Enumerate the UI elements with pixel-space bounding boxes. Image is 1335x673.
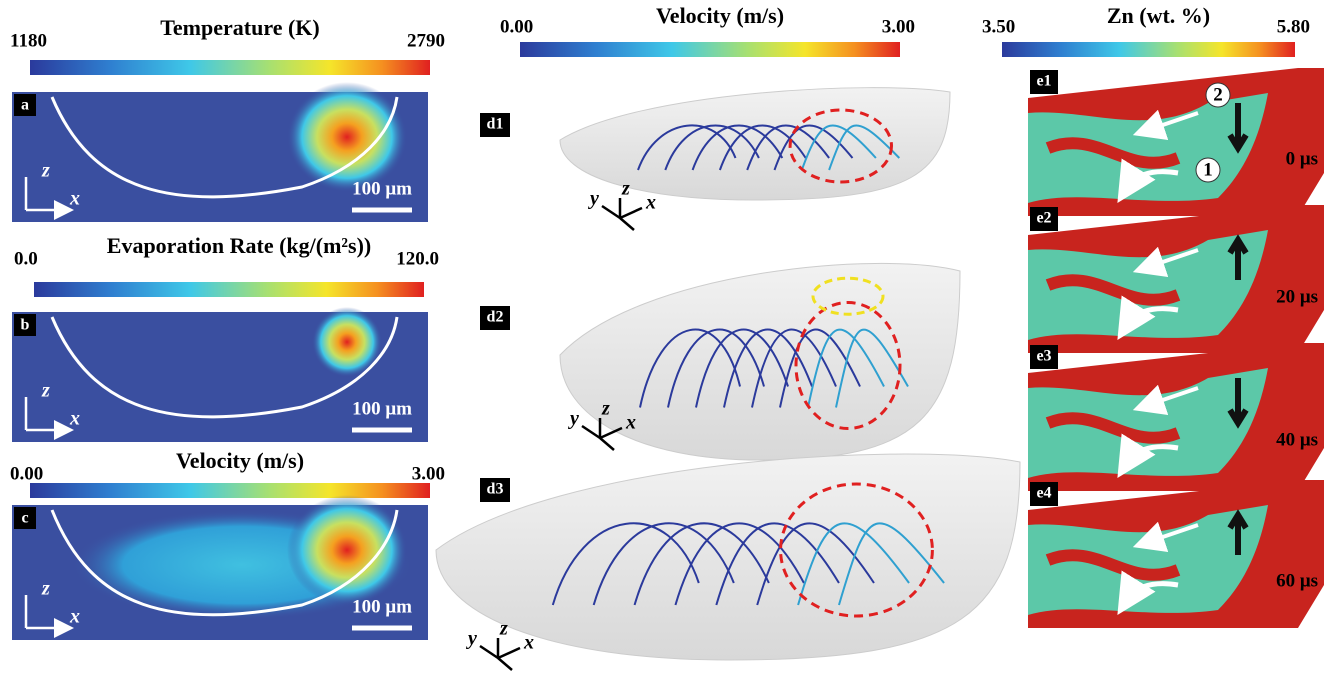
panel-label: d2 [487,309,504,326]
axis-y: y [466,628,477,650]
colorbar-min: 0.0 [14,248,38,269]
hot-spot [287,82,407,192]
axis-x: x [69,188,80,210]
marker: 2 [1213,84,1223,105]
colorbar-min: 1180 [10,30,47,51]
panel-label: e4 [1036,485,1051,502]
axis-x: x [69,408,80,430]
colorbar-title: Zn (wt. %) [1107,3,1210,28]
colorbar-max: 3.00 [412,463,445,484]
axis-z: z [621,178,630,200]
colorbar-title: Velocity (m/s) [176,448,304,473]
time-label: 0 μs [1286,148,1318,169]
scale-label: 100 μm [352,596,412,617]
axis-x: x [69,606,80,628]
melt-pool-3d [560,263,960,460]
colorbar [520,42,900,57]
panel-label: b [21,317,30,334]
axis-z: z [41,578,50,600]
colorbar-max: 5.80 [1277,16,1310,37]
colorbar [34,282,424,297]
colorbar-title: Temperature (K) [160,15,319,40]
time-label: 40 μs [1276,429,1318,450]
colorbar-max: 2790 [407,30,445,51]
axis-y: y [568,408,579,430]
panel-label: e1 [1036,73,1051,90]
colorbar-min: 0.00 [10,463,43,484]
scale-label: 100 μm [352,178,412,199]
colorbar-title: Velocity (m/s) [656,3,784,28]
panel-label: d3 [487,481,504,498]
colorbar-title: Evaporation Rate (kg/(m²s)) [107,233,371,258]
axis-z: z [41,160,50,182]
colorbar [30,60,430,75]
figure: Temperature (K) 1180 2790 Evaporation Rate … [0,0,1335,673]
axis-x: x [645,192,656,214]
colorbar [1002,42,1295,57]
colorbar [30,483,430,498]
scale-label: 100 μm [352,398,412,419]
axis-z: z [601,398,610,420]
panel-label: a [21,97,29,114]
colorbar-min: 3.50 [982,16,1015,37]
axis-x: x [625,412,636,434]
panel-label: d1 [487,116,504,133]
time-label: 60 μs [1276,570,1318,591]
colorbar-max: 120.0 [396,248,439,269]
panel-label: e3 [1036,348,1051,365]
axis-z: z [499,618,508,640]
axis-z: z [41,380,50,402]
panel-label: c [21,510,28,527]
axis-y: y [588,188,599,210]
panel-label: e2 [1036,210,1051,227]
hot-spot [287,495,407,605]
colorbar-min: 0.00 [500,16,533,37]
axis-arrows [480,638,520,670]
marker: 1 [1203,159,1213,180]
axis-arrows [602,198,642,230]
colorbar-max: 3.00 [882,16,915,37]
axis-x: x [523,632,534,654]
time-label: 20 μs [1276,286,1318,307]
